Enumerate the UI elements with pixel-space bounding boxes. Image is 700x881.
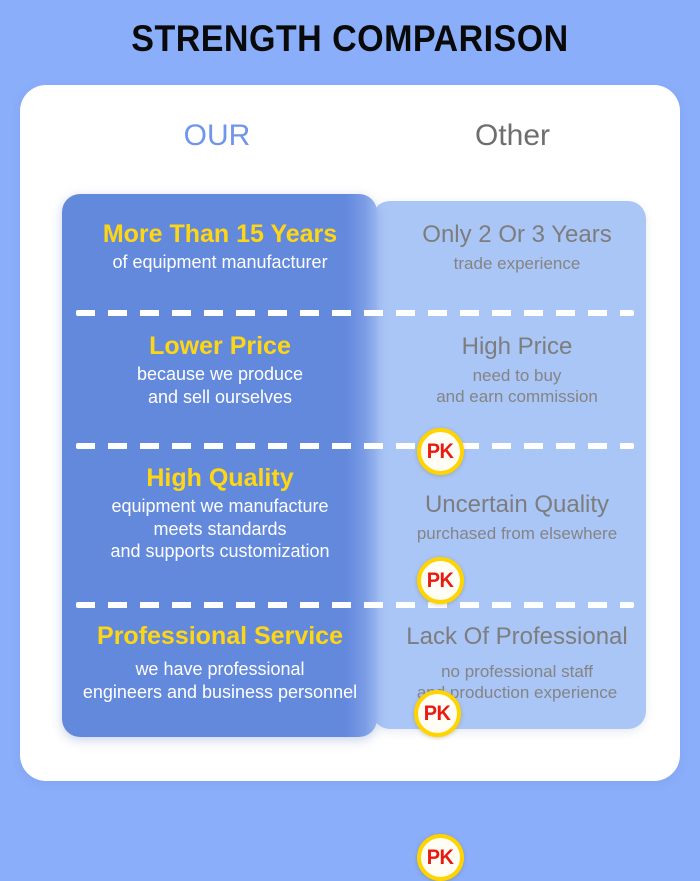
row-other-subtitle-line2: and production experience — [416, 683, 618, 703]
row-our-content: More Than 15 Years of equipment manufact… — [66, 220, 374, 274]
page-title: STRENGTH COMPARISON — [131, 18, 569, 59]
comparison-rows: More Than 15 Years of equipment manufact… — [62, 194, 646, 881]
row-other-title: Only 2 Or 3 Years — [422, 221, 612, 248]
pk-badge-label: PK — [424, 702, 451, 725]
row-our-content: Lower Price because we produce and sell … — [66, 332, 374, 408]
row-our-subtitle-line2: meets standards — [153, 518, 287, 539]
panel-other — [372, 201, 646, 729]
row-our-title: Lower Price — [149, 332, 291, 360]
pk-badge-label: PK — [427, 569, 454, 592]
row-our-subtitle-line1: equipment we manufacture — [111, 496, 329, 516]
row-other-content: High Price need to buy and earn commissi… — [390, 333, 644, 407]
row-our-subtitle-line2: and sell ourselves — [147, 386, 293, 407]
row-other-subtitle-line1: need to buy — [472, 365, 562, 385]
row-other-subtitle: purchased from elsewhere — [416, 523, 618, 543]
row-other-title: Uncertain Quality — [424, 491, 610, 518]
comparison-panels: More Than 15 Years of equipment manufact… — [62, 194, 646, 881]
row-our-subtitle-line1: we have professional — [135, 659, 305, 679]
row-other-content: Only 2 Or 3 Years trade experience — [390, 221, 644, 274]
row-our-title: More Than 15 Years — [102, 220, 338, 248]
row-our-title: Professional Service — [97, 622, 343, 650]
row-other-content: Uncertain Quality purchased from elsewhe… — [390, 491, 644, 544]
row-divider — [76, 602, 634, 608]
row-our-title: High Quality — [146, 464, 294, 492]
row-other-subtitle-line1: no professional staff — [441, 661, 593, 681]
row-other-subtitle: trade experience — [453, 253, 581, 273]
row-divider — [76, 310, 634, 316]
pk-badge-label: PK — [427, 440, 454, 463]
row-our-subtitle-line3: and supports customization — [110, 541, 330, 561]
row-divider — [76, 443, 634, 449]
column-header-other: Other — [474, 119, 551, 152]
row-other-title: Lack Of Professional — [406, 623, 628, 650]
pk-badge: PK — [414, 690, 461, 737]
column-header-our: OUR — [183, 119, 251, 152]
pk-badge: PK — [417, 557, 464, 604]
panel-our — [62, 194, 377, 737]
row-our-content: High Quality equipment we manufacture me… — [66, 464, 374, 563]
row-our-subtitle: of equipment manufacturer — [112, 252, 328, 272]
row-our-content: Professional Service we have professiona… — [66, 622, 374, 703]
row-other-subtitle-line2: and earn commission — [436, 387, 598, 407]
pk-badge-label: PK — [427, 846, 454, 869]
row-other-content: Lack Of Professional no professional sta… — [390, 623, 644, 703]
row-our-subtitle-line1: because we produce — [136, 364, 304, 384]
row-other-title: High Price — [461, 333, 573, 360]
pk-badge: PK — [417, 428, 464, 475]
row-our-subtitle-line2: engineers and business personnel — [82, 681, 358, 702]
pk-badge: PK — [417, 834, 464, 881]
